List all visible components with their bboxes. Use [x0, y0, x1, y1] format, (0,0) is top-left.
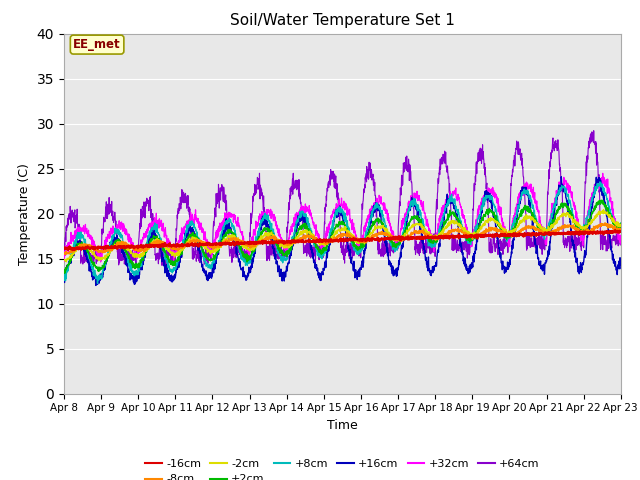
- Legend: -16cm, -8cm, -2cm, +2cm, +8cm, +16cm, +32cm, +64cm: -16cm, -8cm, -2cm, +2cm, +8cm, +16cm, +3…: [141, 455, 544, 480]
- Text: EE_met: EE_met: [73, 38, 121, 51]
- Title: Soil/Water Temperature Set 1: Soil/Water Temperature Set 1: [230, 13, 455, 28]
- Y-axis label: Temperature (C): Temperature (C): [18, 163, 31, 264]
- X-axis label: Time: Time: [327, 419, 358, 432]
